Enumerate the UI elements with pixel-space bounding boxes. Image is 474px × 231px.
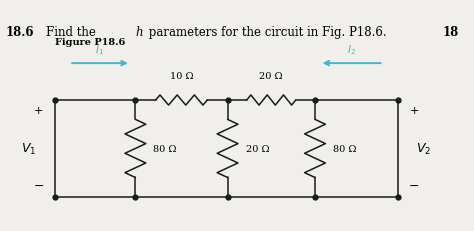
Text: +: + (34, 105, 43, 115)
Text: +: + (410, 105, 419, 115)
Text: 80 Ω: 80 Ω (333, 144, 356, 153)
Text: $V_1$: $V_1$ (21, 141, 36, 156)
Text: 10 Ω: 10 Ω (170, 72, 193, 81)
Text: 80 Ω: 80 Ω (154, 144, 177, 153)
Text: 18: 18 (443, 26, 459, 39)
Text: −: − (409, 179, 419, 192)
Text: $I_1$: $I_1$ (95, 43, 104, 57)
Text: Find the: Find the (46, 26, 99, 39)
Text: 20 Ω: 20 Ω (259, 72, 283, 81)
Text: $V_2$: $V_2$ (416, 141, 431, 156)
Text: −: − (33, 179, 44, 192)
Text: h: h (136, 26, 143, 39)
Text: parameters for the circuit in Fig. P18.6.: parameters for the circuit in Fig. P18.6… (145, 26, 386, 39)
Text: 18.6: 18.6 (5, 26, 34, 39)
Text: Figure P18.6: Figure P18.6 (55, 37, 125, 46)
Text: $I_2$: $I_2$ (347, 43, 356, 57)
Text: 20 Ω: 20 Ω (246, 144, 269, 153)
